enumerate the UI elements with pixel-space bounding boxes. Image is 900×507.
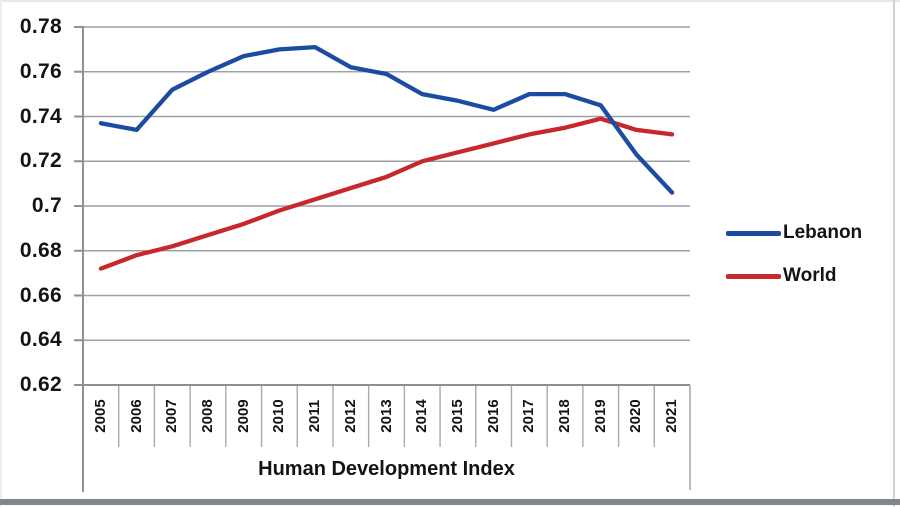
legend: Lebanon World	[726, 221, 862, 307]
x-tick-label: 2018	[556, 399, 574, 433]
x-tick-label: 2009	[234, 399, 252, 433]
x-tick-label: 2010	[270, 399, 288, 433]
x-tick-label: 2017	[520, 399, 538, 433]
x-tick-label: 2020	[627, 399, 645, 433]
legend-item-world: World	[726, 264, 862, 288]
window-bottom-edge	[0, 499, 900, 505]
y-tick-label: 0.68	[19, 238, 62, 262]
window-edge-left	[0, 0, 2, 507]
x-axis-title: Human Development Index	[258, 458, 515, 480]
x-tick-label: 2021	[663, 399, 681, 433]
series-line-lebanon	[98, 44, 675, 195]
x-tick-label: 2007	[163, 399, 181, 433]
x-tick-label: 2013	[377, 399, 395, 433]
series-line-world	[98, 116, 675, 271]
legend-line-swatch	[726, 230, 781, 236]
y-tick-label: 0.66	[19, 283, 62, 307]
x-tick-label: 2015	[448, 399, 466, 433]
window-edge-right	[893, 0, 895, 507]
y-tick-label: 0.7	[31, 194, 62, 217]
x-tick-label: 2005	[91, 399, 109, 433]
legend-label: Lebanon	[783, 222, 863, 243]
y-tick-label: 0.74	[19, 104, 62, 128]
x-tick-label: 2011	[306, 399, 324, 433]
x-tick-label: 2008	[198, 399, 216, 433]
x-tick-label: 2016	[484, 399, 502, 433]
y-tick-label: 0.62	[19, 373, 62, 396]
x-tick-label: 2012	[341, 399, 359, 433]
y-tick-label: 0.78	[19, 15, 62, 38]
legend-item-lebanon: Lebanon	[726, 221, 862, 245]
y-tick-label: 0.64	[19, 328, 62, 352]
y-tick-label: 0.72	[19, 149, 62, 173]
legend-label: World	[783, 265, 837, 286]
y-tick-label: 0.76	[19, 59, 62, 83]
x-tick-label: 2019	[591, 399, 609, 433]
x-tick-label: 2006	[127, 399, 145, 433]
x-tick-label: 2014	[413, 399, 431, 433]
window-edge-top	[0, 0, 900, 2]
legend-line-swatch	[726, 273, 781, 279]
